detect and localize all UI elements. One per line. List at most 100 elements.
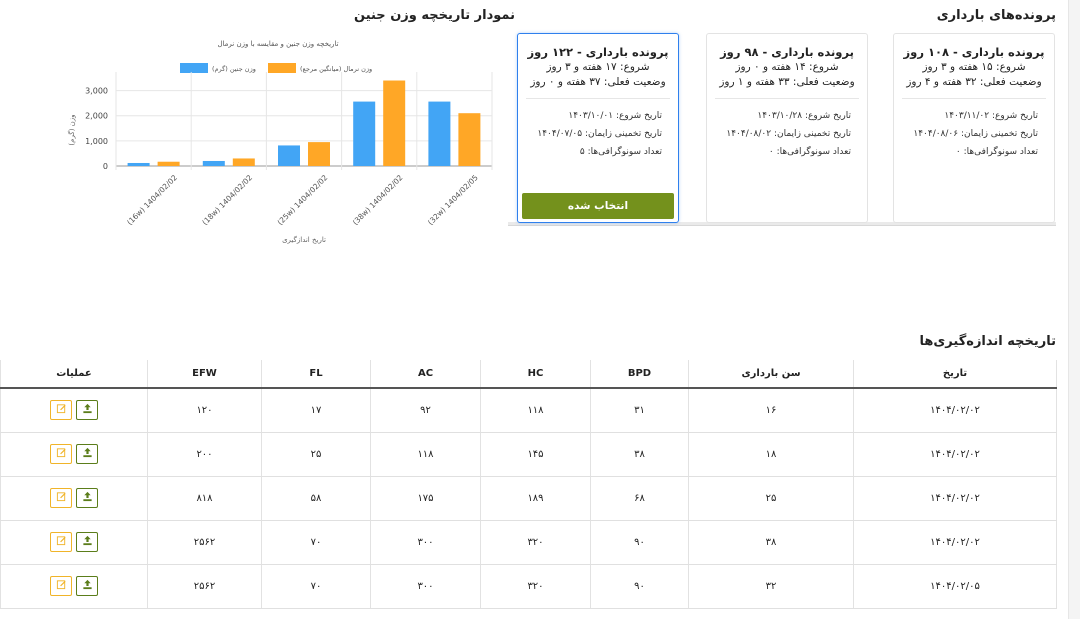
edit-button[interactable] (50, 532, 72, 552)
legend-label-normal: وزن نرمال (میانگین مرجع) (300, 65, 372, 73)
card-status: وضعیت فعلی: ۳۷ هفته و ۰ روز (530, 76, 666, 88)
edit-button[interactable] (50, 444, 72, 464)
cell-bpd: ۶۸ (590, 476, 689, 521)
edit-icon (56, 579, 67, 593)
card-sono-count: تعداد سونوگرافی‌ها: ۵ (579, 147, 662, 157)
cell-ac: ۱۱۸ (370, 432, 481, 477)
cell-hc: ۱۴۵ (480, 432, 591, 477)
cell-ac: ۹۲ (370, 388, 481, 433)
selected-button[interactable]: انتخاب شده (522, 193, 674, 219)
upload-button[interactable] (76, 444, 98, 464)
upload-icon (82, 447, 93, 461)
table-row: ۱۴۰۴/۰۲/۰۲ ۱۶ ۳۱ ۱۱۸ ۹۲ ۱۷ ۱۲۰ (0, 388, 1057, 433)
cell-date: ۱۴۰۴/۰۲/۰۲ (853, 432, 1057, 477)
y-axis-label: وزن (گرم) (67, 114, 76, 145)
y-tick-label: 3,000 (85, 87, 108, 96)
bar-normal (308, 142, 330, 166)
edit-icon (56, 491, 67, 505)
table-row: ۱۴۰۴/۰۲/۰۲ ۱۸ ۳۸ ۱۴۵ ۱۱۸ ۲۵ ۲۰۰ (0, 432, 1057, 477)
table-row: ۱۴۰۴/۰۲/۰۲ ۲۵ ۶۸ ۱۸۹ ۱۷۵ ۵۸ ۸۱۸ (0, 476, 1057, 521)
cell-ga: ۲۵ (688, 476, 854, 521)
upload-button[interactable] (76, 576, 98, 596)
cell-ga: ۳۲ (688, 564, 854, 609)
pregnancy-card[interactable]: پرونده بارداری - ۱۰۸ روز شروع: ۱۵ هفته و… (893, 33, 1055, 223)
col-efw[interactable]: EFW (147, 360, 262, 389)
scrollbar[interactable] (1068, 0, 1080, 619)
cell-actions (0, 476, 148, 521)
y-tick-label: 2,000 (85, 112, 108, 121)
upload-button[interactable] (76, 400, 98, 421)
card-due-date: تاریخ تخمینی زایمان: ۱۴۰۴/۰۷/۰۵ (537, 129, 662, 139)
col-fl[interactable]: FL (261, 360, 371, 389)
table-row: ۱۴۰۴/۰۲/۰۵ ۳۲ ۹۰ ۳۲۰ ۳۰۰ ۷۰ ۲۵۶۲ (0, 564, 1057, 609)
cell-ga: ۱۶ (688, 388, 854, 433)
card-title: پرونده بارداری - ۹۸ روز (720, 45, 854, 59)
cell-actions (0, 432, 148, 477)
chart-heading: نمودار تاریخچه وزن جنین (354, 8, 516, 23)
bar-fetal (278, 145, 300, 166)
col-ga[interactable]: سن بارداری (688, 360, 854, 389)
cell-bpd: ۳۱ (590, 388, 689, 433)
pregnancy-card[interactable]: پرونده بارداری - ۹۸ روز شروع: ۱۴ هفته و … (706, 33, 868, 223)
pregnancy-card-selected[interactable]: پرونده بارداری - ۱۲۲ روز شروع: ۱۷ هفته و… (517, 33, 679, 223)
cell-bpd: ۳۸ (590, 432, 689, 477)
measurements-table: تاریخ سن بارداری BPD HC AC FL EFW عملیات… (0, 360, 1057, 609)
x-tick-label: (38w) 1404/02/02 (351, 173, 405, 227)
cell-hc: ۳۲۰ (480, 520, 591, 565)
cell-actions (0, 388, 148, 433)
cell-hc: ۱۱۸ (480, 388, 591, 433)
chart-svg: تاریخچه وزن جنین و مقایسه با وزن نرمال و… (67, 40, 493, 244)
card-due-date: تاریخ تخمینی زایمان: ۱۴۰۴/۰۸/۰۶ (913, 129, 1038, 139)
legend-label-fetal: وزن جنین (گرم) (212, 65, 256, 73)
bar-fetal (127, 162, 150, 166)
cell-bpd: ۹۰ (590, 520, 689, 565)
row-actions (1, 444, 147, 464)
cell-bpd: ۹۰ (590, 564, 689, 609)
cell-actions (0, 564, 148, 609)
cell-hc: ۳۲۰ (480, 564, 591, 609)
y-tick-label: 1,000 (85, 137, 108, 146)
x-tick-label: (16w) 1404/02/02 (125, 173, 179, 227)
edit-icon (56, 403, 67, 417)
fetal-weight-chart: تاریخچه وزن جنین و مقایسه با وزن نرمال و… (60, 30, 500, 250)
edit-button[interactable] (50, 400, 72, 421)
legend-swatch-fetal (180, 63, 208, 73)
edit-button[interactable] (50, 576, 72, 596)
cell-fl: ۷۰ (261, 564, 371, 609)
cell-fl: ۵۸ (261, 476, 371, 521)
upload-button[interactable] (76, 532, 98, 552)
col-date[interactable]: تاریخ (853, 360, 1057, 389)
card-divider (715, 98, 859, 99)
row-actions (1, 400, 147, 421)
card-title: پرونده بارداری - ۱۲۲ روز (527, 45, 669, 59)
col-hc[interactable]: HC (480, 360, 591, 389)
card-start-date: تاریخ شروع: ۱۴۰۳/۱۰/۲۸ (757, 111, 851, 121)
bar-fetal (428, 101, 451, 166)
cell-date: ۱۴۰۴/۰۲/۰۲ (853, 520, 1057, 565)
cell-fl: ۷۰ (261, 520, 371, 565)
col-ac[interactable]: AC (370, 360, 481, 389)
table-header-row: تاریخ سن بارداری BPD HC AC FL EFW عملیات (0, 360, 1057, 389)
bar-fetal (202, 160, 225, 166)
cell-ac: ۱۷۵ (370, 476, 481, 521)
upload-button[interactable] (76, 488, 98, 508)
cell-efw: ۱۲۰ (147, 388, 262, 433)
upload-icon (82, 491, 93, 505)
cards-shelf (508, 222, 1056, 226)
bar-normal (232, 158, 255, 166)
upload-icon (82, 403, 93, 417)
cell-efw: ۸۱۸ (147, 476, 262, 521)
edit-button[interactable] (50, 488, 72, 508)
col-bpd[interactable]: BPD (590, 360, 689, 389)
cell-ac: ۳۰۰ (370, 520, 481, 565)
col-actions: عملیات (0, 360, 148, 389)
bar-normal (157, 161, 180, 166)
x-tick-label: (25w) 1404/02/02 (276, 173, 330, 227)
card-status: وضعیت فعلی: ۳۲ هفته و ۴ روز (906, 76, 1042, 88)
cell-efw: ۲۵۶۲ (147, 564, 262, 609)
cell-date: ۱۴۰۴/۰۲/۰۲ (853, 476, 1057, 521)
cell-ac: ۳۰۰ (370, 564, 481, 609)
card-title: پرونده بارداری - ۱۰۸ روز (903, 45, 1045, 59)
x-tick-label: (18w) 1404/02/02 (200, 173, 254, 227)
card-start-date: تاریخ شروع: ۱۴۰۳/۱۱/۰۲ (944, 111, 1038, 121)
